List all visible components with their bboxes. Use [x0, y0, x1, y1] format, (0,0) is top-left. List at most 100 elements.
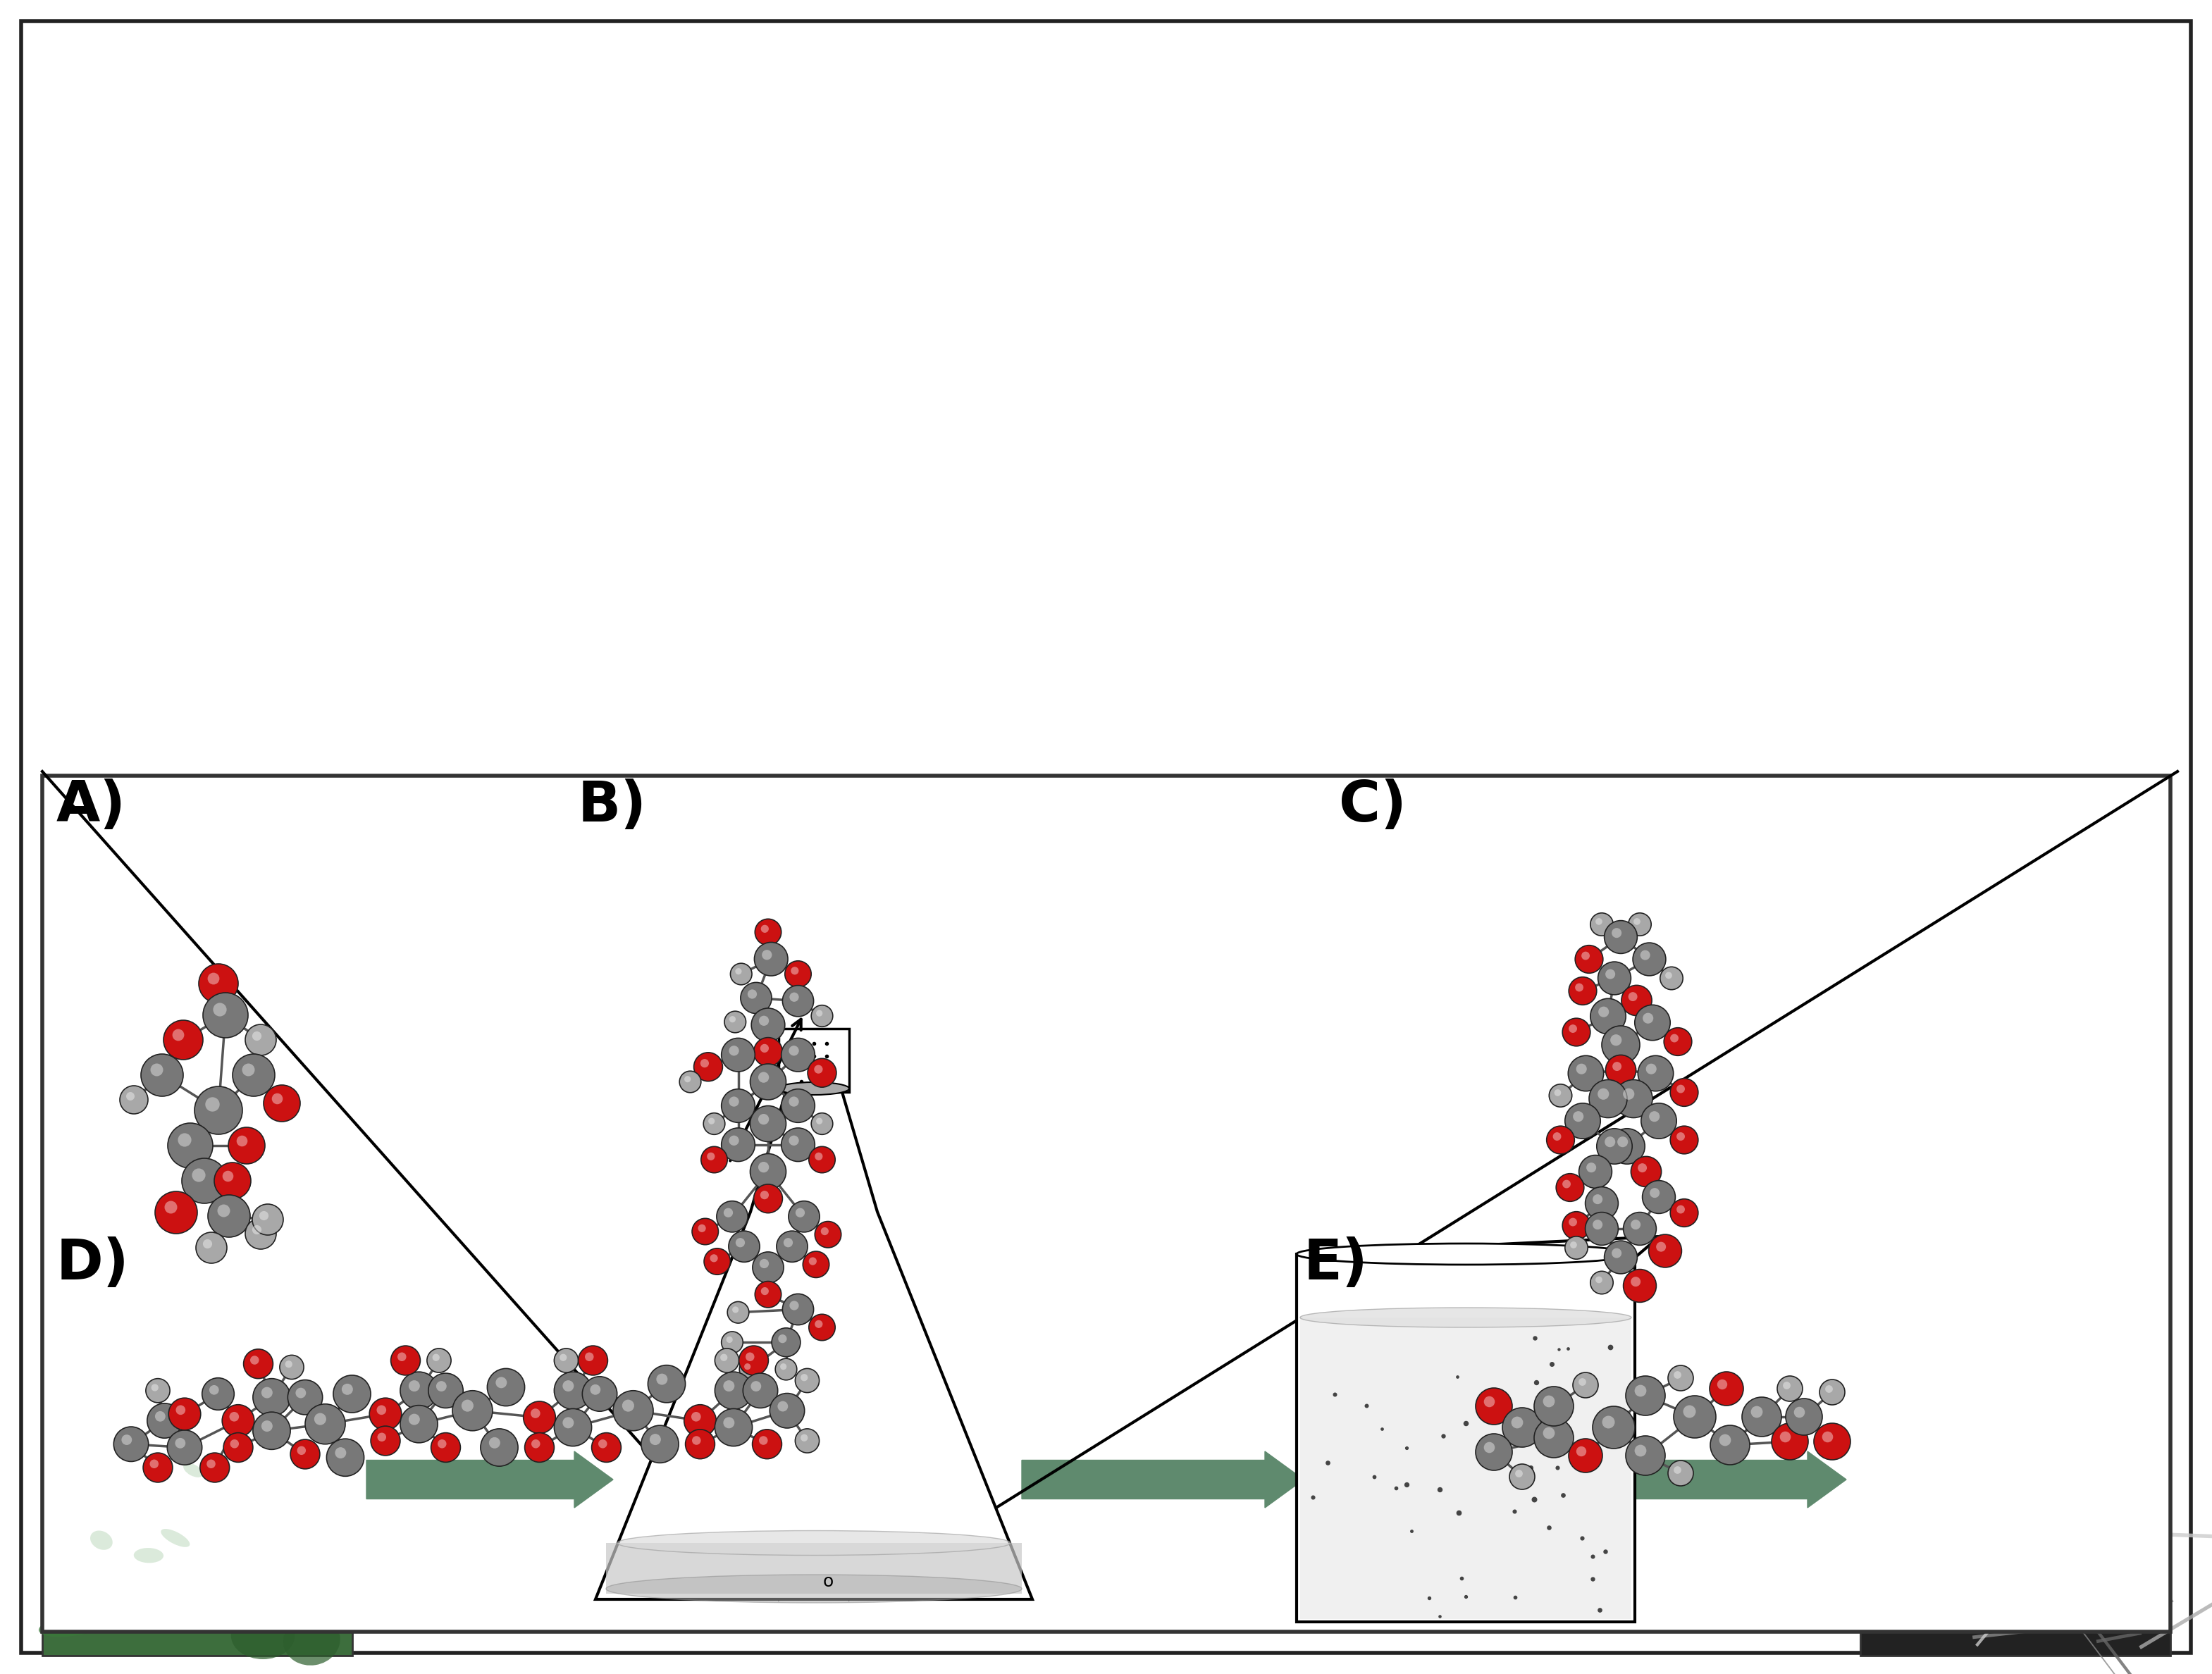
Circle shape [252, 1031, 261, 1041]
Circle shape [259, 1210, 268, 1220]
Circle shape [208, 1195, 250, 1237]
Circle shape [1606, 969, 1615, 979]
Circle shape [723, 1418, 734, 1428]
Polygon shape [1606, 1451, 1847, 1508]
Circle shape [1630, 1157, 1661, 1187]
Circle shape [1568, 1219, 1577, 1227]
Circle shape [1670, 1035, 1679, 1043]
Circle shape [164, 1200, 177, 1214]
Circle shape [232, 1055, 274, 1096]
Circle shape [243, 1349, 272, 1379]
Circle shape [1648, 1234, 1681, 1267]
Circle shape [261, 1421, 272, 1431]
Text: o: o [823, 1574, 834, 1590]
Circle shape [228, 1127, 265, 1163]
Circle shape [217, 1204, 230, 1217]
Circle shape [1484, 1441, 1495, 1453]
Circle shape [334, 1376, 372, 1413]
Circle shape [1615, 1080, 1652, 1118]
Circle shape [1595, 917, 1601, 926]
Circle shape [748, 989, 757, 999]
Circle shape [1781, 1431, 1792, 1443]
Circle shape [1650, 1112, 1659, 1122]
Circle shape [750, 1107, 785, 1142]
Circle shape [1632, 942, 1666, 976]
Circle shape [816, 1118, 823, 1125]
Circle shape [1644, 1013, 1652, 1023]
Circle shape [761, 1045, 770, 1053]
Circle shape [1670, 1127, 1699, 1153]
Circle shape [591, 1384, 599, 1394]
Circle shape [723, 1209, 732, 1217]
Circle shape [146, 1379, 170, 1403]
Circle shape [1582, 951, 1590, 959]
Circle shape [743, 1363, 750, 1369]
Circle shape [591, 1433, 622, 1461]
Circle shape [1626, 1376, 1666, 1416]
Circle shape [1484, 1396, 1495, 1408]
Circle shape [1624, 1212, 1657, 1245]
Circle shape [230, 1440, 239, 1448]
Circle shape [781, 1128, 814, 1162]
Circle shape [263, 1085, 301, 1122]
Text: Oven drying: Oven drying [1575, 1537, 1891, 1587]
Circle shape [783, 1239, 792, 1247]
Circle shape [726, 1336, 732, 1343]
Circle shape [144, 1453, 173, 1481]
Circle shape [701, 1147, 728, 1173]
Circle shape [721, 1354, 728, 1361]
Circle shape [155, 1411, 166, 1421]
Circle shape [562, 1381, 573, 1391]
Circle shape [695, 1053, 723, 1081]
Circle shape [204, 993, 248, 1038]
Circle shape [223, 1433, 252, 1461]
Circle shape [728, 1230, 759, 1262]
Circle shape [759, 1071, 770, 1083]
Circle shape [400, 1404, 438, 1443]
Circle shape [400, 1373, 438, 1410]
Circle shape [392, 1346, 420, 1376]
Circle shape [181, 1158, 228, 1204]
Circle shape [438, 1440, 447, 1448]
Circle shape [1650, 1189, 1659, 1199]
Circle shape [783, 986, 814, 1016]
Circle shape [1588, 1080, 1628, 1118]
Circle shape [1544, 1396, 1555, 1408]
Circle shape [341, 1384, 354, 1394]
Circle shape [790, 993, 799, 1001]
Circle shape [703, 1249, 730, 1274]
Circle shape [730, 1135, 739, 1145]
Circle shape [1604, 1240, 1637, 1274]
Circle shape [779, 1334, 787, 1343]
Circle shape [126, 1091, 135, 1100]
Circle shape [1613, 1249, 1621, 1259]
Circle shape [737, 1239, 745, 1247]
Circle shape [429, 1373, 462, 1408]
Circle shape [810, 1257, 816, 1266]
Circle shape [657, 1374, 668, 1384]
Circle shape [1586, 1162, 1597, 1172]
Circle shape [195, 1086, 243, 1135]
Circle shape [1646, 1063, 1657, 1075]
Circle shape [622, 1399, 635, 1411]
Polygon shape [1022, 1451, 1303, 1508]
Circle shape [1626, 1436, 1666, 1475]
Circle shape [1825, 1384, 1834, 1393]
Circle shape [1562, 1018, 1590, 1046]
Circle shape [730, 1046, 739, 1056]
Circle shape [787, 1200, 821, 1232]
Ellipse shape [1301, 1307, 1630, 1327]
Circle shape [261, 1388, 272, 1398]
Circle shape [199, 964, 239, 1003]
Circle shape [750, 1381, 761, 1391]
Circle shape [1683, 1404, 1697, 1418]
Circle shape [641, 1425, 679, 1463]
Text: A): A) [55, 778, 126, 834]
Circle shape [1610, 1035, 1621, 1046]
Circle shape [223, 1170, 234, 1182]
Circle shape [1601, 1416, 1615, 1428]
Circle shape [1553, 1132, 1562, 1140]
Circle shape [686, 1430, 714, 1458]
Circle shape [1710, 1425, 1750, 1465]
Ellipse shape [283, 1615, 341, 1666]
